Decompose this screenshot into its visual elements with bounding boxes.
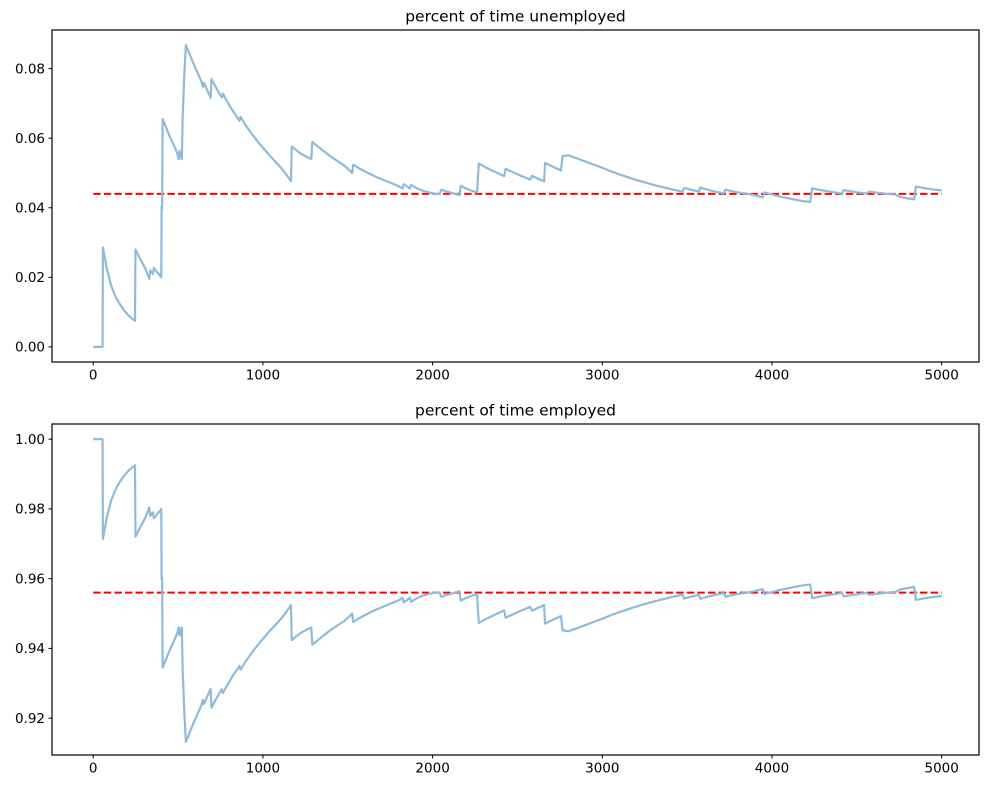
axes-frame-unemployed (51, 29, 980, 363)
chart-title-employed: percent of time employed (415, 402, 616, 420)
y-tick-label-unemployed: 0.00 (15, 340, 45, 356)
x-tick-label-unemployed: 4000 (755, 368, 789, 384)
y-tick-label-unemployed: 0.04 (15, 201, 45, 217)
x-tick-label-employed: 1000 (246, 761, 280, 777)
y-tick-label-unemployed: 0.02 (15, 270, 45, 286)
series-line-unemployed-fraction (93, 43, 942, 348)
x-tick-label-employed: 5000 (924, 761, 958, 777)
y-tick-label-employed: 0.98 (15, 502, 45, 518)
x-tick-label-employed: 3000 (585, 761, 619, 777)
y-tick-label-employed: 0.92 (15, 711, 45, 727)
y-tick-label-employed: 0.96 (15, 571, 45, 587)
x-tick-label-employed: 2000 (415, 761, 449, 777)
chart-title-unemployed: percent of time unemployed (405, 8, 626, 26)
x-tick-label-unemployed: 3000 (585, 368, 619, 384)
x-tick-label-unemployed: 1000 (246, 368, 280, 384)
x-tick-label-employed: 4000 (755, 761, 789, 777)
y-tick-label-unemployed: 0.06 (15, 131, 45, 147)
axes-frame-employed (51, 423, 980, 756)
x-tick-label-employed: 0 (89, 761, 98, 777)
x-tick-label-unemployed: 2000 (415, 368, 449, 384)
y-tick-label-unemployed: 0.08 (15, 61, 45, 77)
series-line-employed-fraction (93, 438, 942, 743)
y-tick-label-employed: 0.94 (15, 641, 45, 657)
x-tick-label-unemployed: 0 (89, 368, 98, 384)
x-tick-label-unemployed: 5000 (924, 368, 958, 384)
y-tick-label-employed: 1.00 (15, 432, 45, 448)
